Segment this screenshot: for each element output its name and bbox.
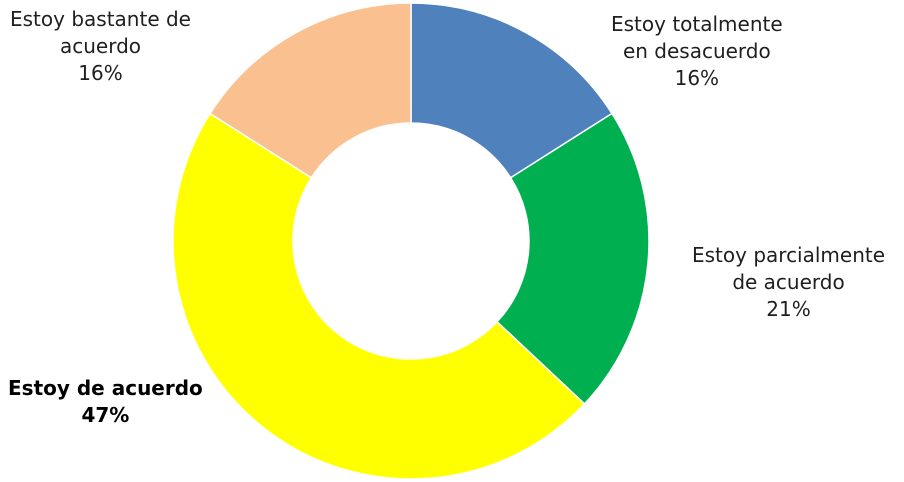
slice-label-line: en desacuerdo [622,39,771,63]
slice-value-label: 16% [78,61,123,85]
slice-label-line: Estoy totalmente [611,12,783,36]
slice-label-line: Estoy bastante de [10,7,191,31]
donut-slice-3 [209,2,412,179]
donut-slice-2 [172,112,586,480]
donut-slice-1 [495,112,650,405]
slice-value-label: 47% [81,403,130,427]
slice-label-line: Estoy de acuerdo [8,376,203,400]
slice-label-parcialmente-acuerdo: Estoy parcialmente de acuerdo 21% [692,242,885,323]
slice-label-line: Estoy parcialmente [692,243,886,267]
slice-label-bastante-acuerdo: Estoy bastante de acuerdo 16% [10,6,191,87]
donut-slice-0 [410,2,613,179]
slice-label-totalmente-desacuerdo: Estoy totalmente en desacuerdo 16% [611,11,783,92]
slice-value-label: 21% [766,297,811,321]
slice-label-line: de acuerdo [732,270,845,294]
slice-label-de-acuerdo: Estoy de acuerdo 47% [8,375,203,429]
slice-value-label: 16% [674,66,720,90]
slice-label-line: acuerdo [59,34,142,58]
